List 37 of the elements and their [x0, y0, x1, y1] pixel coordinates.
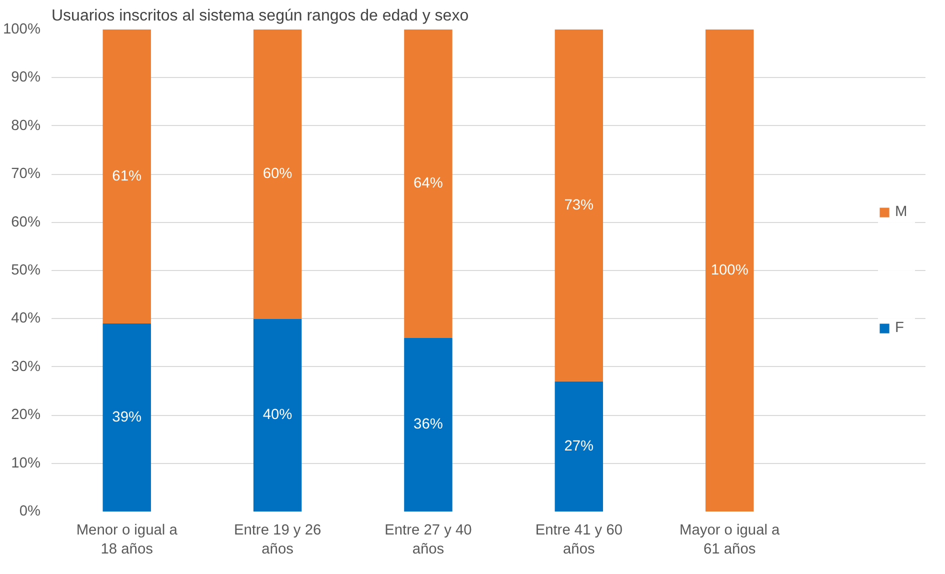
y-tick-label: 60% — [11, 214, 41, 230]
data-label: 64% — [414, 176, 443, 192]
x-tick-label: Entre 27 y 40 años — [384, 522, 472, 558]
data-label: 61% — [112, 168, 142, 185]
bar — [253, 30, 302, 319]
bar — [404, 338, 452, 512]
y-tick-label: 40% — [11, 310, 41, 327]
y-tick-label: 50% — [11, 262, 41, 278]
x-tick-label: Entre 19 y 26 años — [234, 522, 322, 558]
data-label: 39% — [112, 410, 142, 426]
y-tick-label: 80% — [11, 118, 41, 134]
data-label: 100% — [710, 262, 748, 278]
legend-label: F — [895, 320, 905, 336]
data-label: 27% — [564, 438, 594, 454]
data-label: 73% — [564, 197, 594, 214]
x-tick-label: Mayor o igual a 61 años — [680, 522, 781, 558]
y-tick-label: 100% — [3, 22, 41, 38]
bar — [705, 30, 754, 512]
y-tick-label: 30% — [11, 358, 41, 375]
x-tick-label: Entre 41 y 60 años — [535, 522, 623, 558]
y-tick-label: 10% — [11, 455, 41, 472]
data-label: 40% — [262, 407, 292, 424]
y-tick-label: 70% — [11, 166, 41, 182]
bar — [102, 324, 151, 512]
y-tick-label: 20% — [11, 407, 41, 424]
data-label: 60% — [262, 166, 292, 182]
y-tick-label: 90% — [11, 70, 41, 86]
x-tick-label: Menor o igual a 18 años — [76, 522, 178, 558]
data-label: 36% — [414, 416, 443, 433]
chart-title: Usuarios inscritos al sistema según rangos de edad y sexo — [52, 8, 469, 24]
y-tick-label: 0% — [19, 504, 41, 520]
bar — [102, 30, 151, 324]
bar — [554, 381, 604, 512]
bar — [404, 30, 452, 338]
legend-label: M — [895, 204, 908, 220]
bar — [554, 30, 604, 382]
bar — [253, 318, 302, 512]
